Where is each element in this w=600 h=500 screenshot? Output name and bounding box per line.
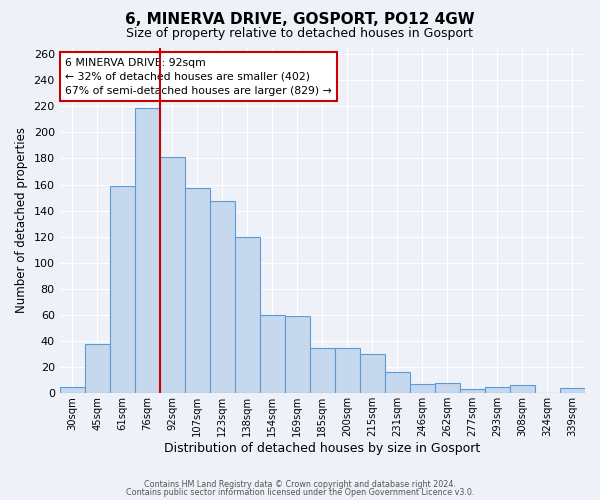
Text: Size of property relative to detached houses in Gosport: Size of property relative to detached ho… bbox=[127, 28, 473, 40]
Bar bbox=[435, 383, 460, 394]
Bar bbox=[560, 388, 585, 394]
Y-axis label: Number of detached properties: Number of detached properties bbox=[15, 128, 28, 314]
X-axis label: Distribution of detached houses by size in Gosport: Distribution of detached houses by size … bbox=[164, 442, 481, 455]
Bar bbox=[59, 387, 85, 394]
Bar bbox=[460, 390, 485, 394]
Bar bbox=[260, 315, 285, 394]
Bar bbox=[135, 108, 160, 394]
Bar bbox=[110, 186, 135, 394]
Bar bbox=[335, 348, 360, 394]
Bar bbox=[385, 372, 410, 394]
Bar bbox=[360, 354, 385, 394]
Bar bbox=[185, 188, 210, 394]
Bar bbox=[235, 236, 260, 394]
Bar bbox=[210, 202, 235, 394]
Bar bbox=[310, 348, 335, 394]
Text: 6, MINERVA DRIVE, GOSPORT, PO12 4GW: 6, MINERVA DRIVE, GOSPORT, PO12 4GW bbox=[125, 12, 475, 28]
Text: Contains HM Land Registry data © Crown copyright and database right 2024.: Contains HM Land Registry data © Crown c… bbox=[144, 480, 456, 489]
Bar bbox=[410, 384, 435, 394]
Bar bbox=[510, 386, 535, 394]
Bar bbox=[160, 157, 185, 394]
Bar bbox=[85, 344, 110, 394]
Text: Contains public sector information licensed under the Open Government Licence v3: Contains public sector information licen… bbox=[126, 488, 474, 497]
Bar bbox=[285, 316, 310, 394]
Bar bbox=[485, 387, 510, 394]
Text: 6 MINERVA DRIVE: 92sqm
← 32% of detached houses are smaller (402)
67% of semi-de: 6 MINERVA DRIVE: 92sqm ← 32% of detached… bbox=[65, 58, 332, 96]
